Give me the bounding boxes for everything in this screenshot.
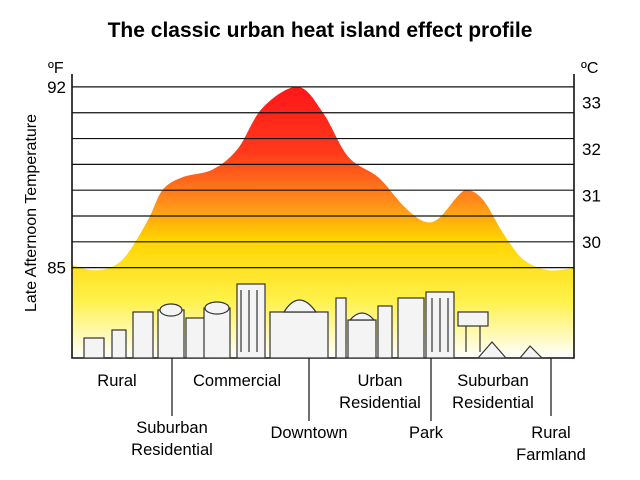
zone-label-2-0: Commercial xyxy=(193,372,281,390)
right-tick-32: 32 xyxy=(582,140,601,159)
left-tick-85: 85 xyxy=(47,259,66,278)
right-tick-31: 31 xyxy=(582,186,601,205)
right-tick-30: 30 xyxy=(582,233,601,252)
zone-label-1-1: Residential xyxy=(131,441,213,459)
chart-title: The classic urban heat island effect pro… xyxy=(108,19,533,42)
zone-label-3-0: Downtown xyxy=(270,424,347,442)
zone-label-7-1: Farmland xyxy=(516,446,586,464)
unit-celsius: ºC xyxy=(581,60,598,77)
axis-ticks: 92 85 33 32 31 30 xyxy=(47,78,601,278)
zone-label-1-0: Suburban xyxy=(136,419,208,437)
zone-label-5-0: Park xyxy=(409,424,444,442)
zone-label-0-0: Rural xyxy=(97,372,136,390)
zone-label-6-1: Residential xyxy=(452,394,534,412)
zone-label-6-0: Suburban xyxy=(457,372,529,390)
zone-label-4-0: Urban xyxy=(358,372,403,390)
zone-labels: Rural Suburban Residential Commercial Downto… xyxy=(97,372,586,464)
right-tick-33: 33 xyxy=(582,93,601,112)
gridlines xyxy=(71,74,575,359)
zone-label-4-1: Residential xyxy=(339,394,421,412)
left-tick-92: 92 xyxy=(47,78,66,97)
city-skyline-illustration xyxy=(83,283,544,359)
unit-fahrenheit: ºF xyxy=(48,60,64,77)
zone-label-7-0: Rural xyxy=(531,424,570,442)
heat-profile-area xyxy=(72,86,574,358)
zone-leader-lines xyxy=(171,358,552,421)
y-axis-label: Late Afternoon Temperature xyxy=(23,114,40,312)
